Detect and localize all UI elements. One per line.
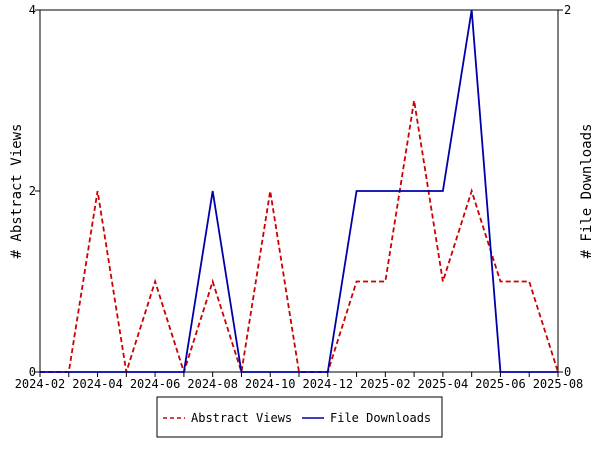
x-tick-label: 2024-08 <box>187 377 238 391</box>
x-tick-label: 2024-12 <box>302 377 353 391</box>
legend-label-abstract-views: Abstract Views <box>191 411 292 425</box>
right-axis-title: # File Downloads <box>579 124 595 259</box>
axis-layer: 2024-02 2024-04 2024-06 2024-08 2024-10 2024-… <box>15 3 584 391</box>
x-tick-label: 2024-04 <box>72 377 123 391</box>
x-tick-label: 2024-06 <box>130 377 181 391</box>
legend-label-file-downloads: File Downloads <box>330 411 431 425</box>
x-tick-label: 2024-10 <box>245 377 296 391</box>
y-right-tick-label: 2 <box>564 3 571 17</box>
y-left-tick-label: 2 <box>29 184 36 198</box>
x-tick-label: 2024-02 <box>15 377 66 391</box>
x-tick-label: 2025-04 <box>418 377 469 391</box>
y-left-tick-label: 4 <box>29 3 36 17</box>
left-axis-title: # Abstract Views <box>9 124 25 259</box>
y-right-tick-label: 0 <box>564 365 571 379</box>
x-tick-label: 2025-08 <box>533 377 584 391</box>
x-tick-label: 2025-02 <box>360 377 411 391</box>
legend-box <box>156 396 443 438</box>
x-tick-label: 2025-06 <box>475 377 526 391</box>
legend: Abstract Views File Downloads <box>156 396 443 438</box>
y-left-tick-label: 0 <box>29 365 36 379</box>
